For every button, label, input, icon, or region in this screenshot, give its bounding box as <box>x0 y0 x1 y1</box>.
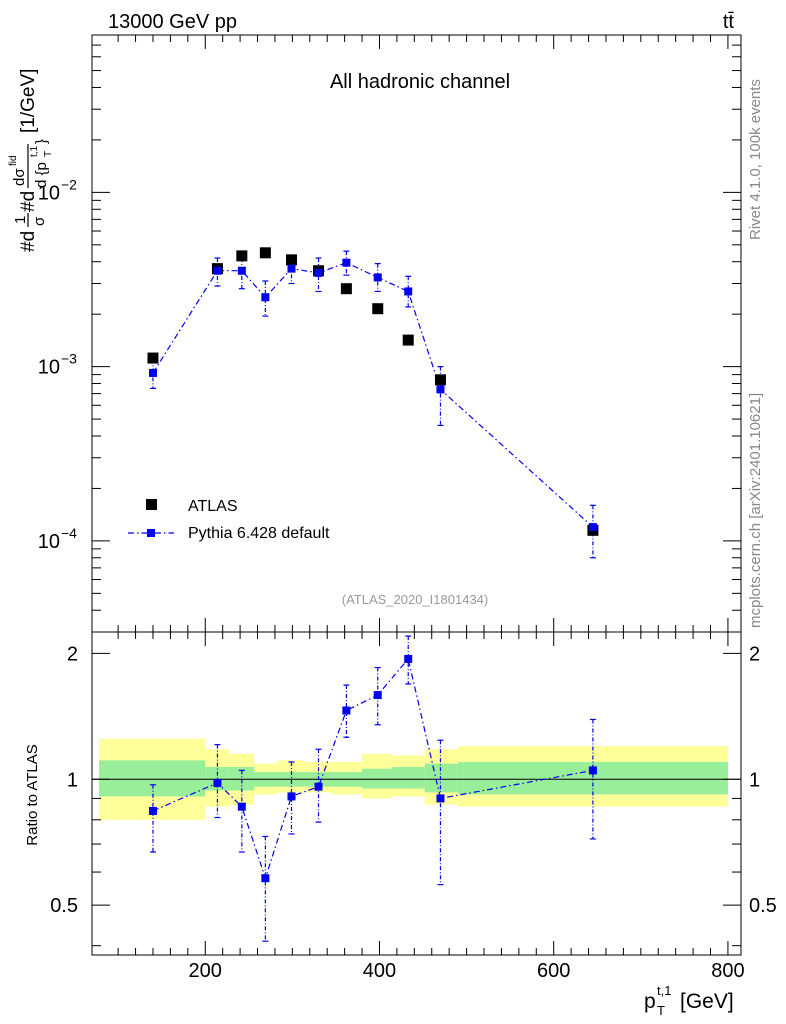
pythia-line <box>152 262 594 528</box>
atlas-point <box>340 283 352 295</box>
ylabel-frac2-num: dσ <box>11 168 28 186</box>
atlas-point <box>236 250 248 262</box>
main-y-tick-label: 10 <box>38 357 60 379</box>
atlas-point <box>147 352 159 364</box>
pythia-point <box>373 273 382 282</box>
ratio-frame <box>91 631 742 956</box>
analysis-watermark: (ATLAS_2020_I1801434) <box>342 592 488 607</box>
legend-atlas-label: ATLAS <box>188 498 238 515</box>
ratio-axis-ticks <box>92 632 741 955</box>
x-tick-label: 200 <box>189 960 222 982</box>
ratio-stat-band <box>229 766 255 791</box>
ylabel-frac2-den-close: } <box>33 139 50 144</box>
process-label: tt̄ <box>723 11 735 33</box>
ratio-point <box>237 802 246 811</box>
x-axis-label: p T t,1 [GeV] <box>644 983 734 1018</box>
ratio-point <box>261 874 270 883</box>
ylabel-frac2-den-sup: t,1 <box>29 145 40 157</box>
x-tick-label: 400 <box>363 960 396 982</box>
energy-label: 13000 GeV pp <box>108 11 237 33</box>
ylabel-units: [1/GeV] <box>18 69 39 133</box>
main-axis-ticks <box>92 34 741 633</box>
pythia-point <box>287 264 296 273</box>
main-y-tick-label: 10 <box>38 182 60 204</box>
main-y-tick-exponent: −3 <box>61 351 77 367</box>
ratio-panel: 0.5 0.5 1 1 2 2 200 400 600 800 Ratio to ATLAS <box>24 631 777 982</box>
pythia-point <box>213 266 222 275</box>
legend: ATLAS Pythia 6.428 default <box>128 498 330 542</box>
ratio-data-points <box>148 635 597 942</box>
atlas-point <box>259 247 271 259</box>
ratio-point <box>148 806 157 815</box>
ylabel-frac1-den: σ <box>31 216 48 226</box>
main-y-tick-exponent: −4 <box>61 525 77 541</box>
main-y-tick-exponent: −2 <box>61 176 77 192</box>
pythia-point <box>588 523 597 532</box>
ylabel-pre: #d <box>18 231 39 252</box>
atlas-point <box>285 254 297 266</box>
ratio-point <box>404 654 413 663</box>
ratio-stat-band <box>362 768 393 789</box>
ratio-point <box>342 706 351 715</box>
mcplots-label: mcplots.cern.ch [arXiv:2401.10621] <box>747 393 764 628</box>
ratio-y-tick-label-right: 1 <box>749 769 760 791</box>
ratio-y-axis-label: Ratio to ATLAS <box>24 744 41 845</box>
ratio-stat-band <box>205 766 230 791</box>
xlabel-sub: T <box>657 1003 665 1018</box>
xlabel-units: [GeV] <box>680 990 734 1013</box>
x-tick-label: 800 <box>711 960 744 982</box>
pythia-point <box>314 268 323 277</box>
ratio-stat-band <box>424 763 458 793</box>
ratio-point <box>588 766 597 775</box>
ylabel-frac2-den-sub: T <box>43 151 54 157</box>
chart-title: All hadronic channel <box>330 71 510 93</box>
ratio-line <box>152 657 594 881</box>
ratio-y-tick-label-left: 1 <box>67 769 78 791</box>
pythia-point <box>148 368 157 377</box>
pythia-point <box>237 266 246 275</box>
ratio-stat-band <box>392 766 425 789</box>
pythia-point <box>261 293 270 302</box>
main-y-axis-label: #d 1 σ #d dσ fid d {p T t,1 } [1/GeV] <box>8 69 54 252</box>
legend-pythia-label: Pythia 6.428 default <box>188 525 330 542</box>
ratio-point <box>436 794 445 803</box>
ylabel-frac2-num-sup: fid <box>8 155 19 166</box>
ratio-point <box>287 792 296 801</box>
xlabel-p: p <box>644 990 656 1013</box>
ratio-point <box>314 782 323 791</box>
rivet-label: Rivet 4.1.0, 100k events <box>747 79 764 240</box>
ylabel-mid: #d <box>18 191 39 212</box>
ratio-y-tick-label-left: 0.5 <box>50 895 78 917</box>
main-data-points <box>147 247 599 559</box>
ratio-tick-labels: 0.5 0.5 1 1 2 2 200 400 600 800 <box>50 643 777 982</box>
atlas-point <box>372 303 384 315</box>
legend-atlas-marker <box>146 499 157 510</box>
xlabel-sup: t,1 <box>657 983 671 998</box>
main-frame <box>91 34 742 633</box>
atlas-point <box>402 334 414 346</box>
main-panel: 10−410−310−2 All hadronic channel (ATLAS… <box>8 34 742 633</box>
legend-pythia-marker <box>147 529 155 537</box>
pythia-point <box>342 258 351 267</box>
pythia-point <box>436 385 445 394</box>
atlas-point <box>434 374 446 386</box>
pythia-point <box>404 287 413 296</box>
ratio-stat-band <box>98 760 206 797</box>
ratio-y-tick-label-left: 2 <box>67 643 78 665</box>
main-y-tick-labels: 10−410−310−2 <box>38 176 77 553</box>
x-tick-label: 600 <box>537 960 570 982</box>
main-y-tick-label: 10 <box>38 531 60 553</box>
ratio-point <box>373 691 382 700</box>
ylabel-frac2-den: d {p <box>33 162 50 188</box>
ratio-point <box>213 778 222 787</box>
ylabel-frac1-num: 1 <box>12 216 29 224</box>
ratio-y-tick-label-right: 0.5 <box>749 895 777 917</box>
ratio-y-tick-label-right: 2 <box>749 643 760 665</box>
